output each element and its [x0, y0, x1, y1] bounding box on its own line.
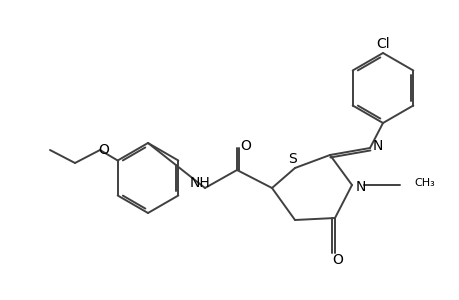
Text: S: S: [288, 152, 297, 166]
Text: CH₃: CH₃: [413, 178, 434, 188]
Text: NH: NH: [189, 176, 210, 190]
Text: N: N: [372, 139, 382, 153]
Text: O: O: [240, 139, 251, 153]
Text: O: O: [98, 143, 109, 157]
Text: Cl: Cl: [375, 37, 389, 51]
Text: N: N: [355, 180, 365, 194]
Text: O: O: [332, 253, 343, 267]
